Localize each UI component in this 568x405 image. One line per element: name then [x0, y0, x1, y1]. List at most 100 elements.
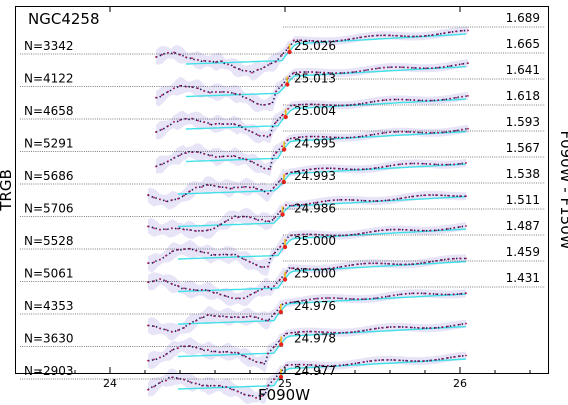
lf-point [429, 229, 431, 232]
lf-point [251, 71, 253, 74]
lf-point [321, 364, 323, 367]
lf-point [183, 228, 185, 231]
lf-point [393, 164, 395, 167]
panel-8: 25.000 [147, 254, 467, 307]
lf-point [237, 186, 239, 189]
lf-point [443, 131, 445, 134]
lf-point [189, 288, 191, 291]
lf-point [147, 194, 149, 196]
lf-point [245, 69, 247, 72]
lf-point [417, 262, 419, 265]
lf-point [465, 322, 467, 325]
lf-point [461, 63, 463, 65]
lf-point [195, 289, 197, 292]
lf-point [261, 266, 263, 268]
lf-point [353, 37, 355, 40]
lf-point [221, 60, 223, 63]
panel-6: 24.986 [147, 191, 467, 239]
lf-point [465, 257, 467, 260]
lf-point [405, 359, 407, 362]
lf-point [311, 71, 313, 73]
lf-point [221, 91, 223, 93]
lf-point [183, 194, 185, 197]
lf-point [363, 361, 365, 363]
lf-point [405, 162, 407, 165]
lf-point [417, 194, 419, 197]
lf-point [179, 119, 181, 122]
lf-point [171, 330, 173, 333]
lf-point [381, 199, 383, 202]
lf-point [395, 130, 397, 133]
lf-point [389, 66, 391, 69]
panel-color-label: 1.641 [506, 63, 540, 77]
lf-point [249, 394, 251, 397]
lf-point [465, 195, 467, 198]
lf-point [261, 395, 263, 397]
lf-point [207, 289, 209, 292]
lf-point [321, 167, 323, 170]
lf-point [245, 128, 247, 131]
lf-point [269, 102, 271, 105]
lf-point [225, 315, 227, 318]
lf-point [219, 351, 221, 354]
lf-point [161, 163, 163, 166]
lf-point [189, 322, 191, 325]
trgb-value-label: 25.013 [294, 72, 336, 86]
lf-point [171, 227, 173, 230]
lf-point [455, 30, 457, 33]
lf-point [435, 358, 437, 361]
lf-point [441, 358, 443, 360]
lf-point [345, 198, 347, 201]
lf-point [263, 103, 265, 106]
lf-point [443, 32, 445, 35]
lf-point [357, 233, 359, 235]
lf-point [345, 363, 347, 366]
luminosity-function-line [147, 292, 467, 333]
panel-n-label: N=5061 [24, 267, 74, 281]
lf-point [335, 72, 337, 75]
panel-2: 25.013 [155, 59, 469, 112]
lf-point [447, 357, 449, 359]
lf-point [273, 285, 275, 288]
lf-point [155, 56, 157, 58]
lf-point [171, 349, 173, 352]
lf-point [329, 136, 331, 139]
panel-color-label: 1.538 [506, 167, 540, 181]
lf-point [323, 40, 325, 43]
lf-point [387, 326, 389, 329]
lf-point [303, 169, 305, 172]
lf-point [393, 359, 395, 361]
lf-point [377, 34, 379, 37]
x-tick-label: 26 [453, 377, 467, 390]
lf-point [287, 47, 289, 50]
lf-point [339, 331, 341, 334]
lf-point [267, 192, 269, 195]
separators-layer [20, 26, 545, 380]
lf-point [231, 253, 233, 256]
lf-point [231, 187, 233, 190]
lf-point [197, 119, 199, 122]
x-axis-ticks: 24 25 26 [39, 6, 531, 390]
lf-point [359, 135, 361, 138]
uncertainty-band [156, 59, 468, 112]
lf-point [419, 67, 421, 70]
x-axis-label: F090W [258, 386, 310, 404]
lf-point [369, 328, 371, 331]
lf-point [375, 167, 377, 169]
lf-point [201, 384, 203, 387]
lf-point [225, 253, 227, 256]
lf-point [405, 196, 407, 199]
trgb-value-label: 24.976 [294, 299, 336, 313]
lf-point [309, 364, 311, 366]
lf-point [291, 267, 293, 270]
trgb-marker [282, 244, 288, 250]
lf-point [437, 99, 439, 102]
lf-point [159, 258, 161, 261]
lf-point [185, 152, 187, 155]
lf-point [239, 93, 241, 96]
lf-point [237, 255, 239, 258]
lf-point [465, 354, 467, 357]
lf-point [371, 68, 373, 71]
lf-point [345, 168, 347, 171]
lf-point [401, 98, 403, 101]
